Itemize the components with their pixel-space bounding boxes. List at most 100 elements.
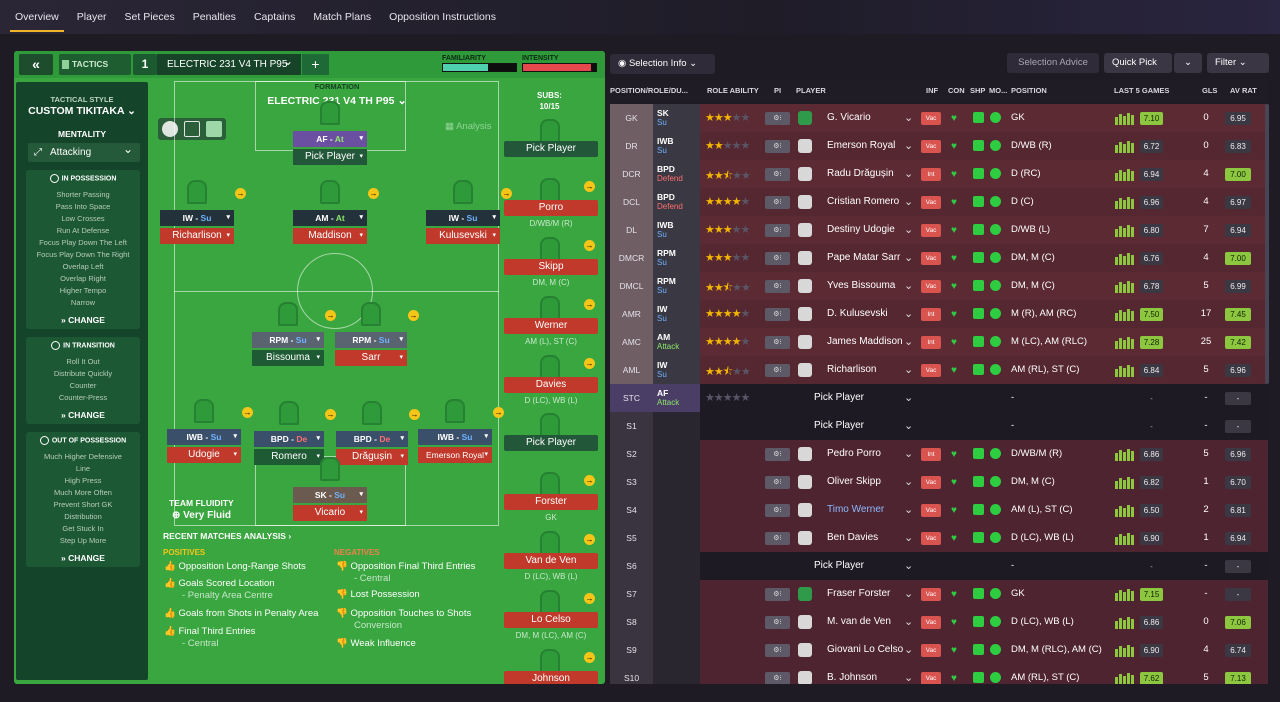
player-dropdown-icon[interactable]: ⌄ [904,420,914,432]
col-role-ability[interactable]: ROLE ABILITY [707,86,759,95]
move-arrow-icon[interactable]: → [584,652,595,663]
table-row[interactable]: GK SK Su ★★★★★ ⚙⁝ G. Vicario ⌄ Vac ♥ GK 7.10 0 6.95 [610,104,1268,132]
table-row[interactable]: DCR BPD Defend ★★⯪★★ ⚙⁝ Radu Drăgușin ⌄ Int ♥ D (… [610,160,1268,188]
sub-player-name[interactable]: Skipp [504,259,598,275]
table-row[interactable]: S10 ⚙⁝ B. Johnson ⌄ Vac ♥ AM (RL), ST (C) 7.62 5… [610,664,1268,684]
player-instructions-icon[interactable]: ⚙⁝ [765,588,790,601]
table-row[interactable]: S2 ⚙⁝ Pedro Porro ⌄ Int ♥ D/WB/M (R) 6.86 5 6.96 [610,440,1268,468]
player-dropdown-icon[interactable]: ⌄ [904,308,914,320]
change-out-of-possession-button[interactable]: » CHANGE [61,553,105,563]
player-dropdown-icon[interactable]: ⌄ [904,252,914,264]
table-row[interactable]: AML IW Su ★★⯪★★ ⚙⁝ Richarlison ⌄ Vac ♥ AM (RL), S… [610,356,1268,384]
sub-player-name[interactable]: Werner [504,318,598,334]
recent-matches-analysis-title[interactable]: RECENT MATCHES ANALYSIS › [163,531,292,541]
move-arrow-icon[interactable]: → [584,534,595,545]
pitch-player-name[interactable]: Maddison ▾ [293,228,367,244]
pitch-player-name[interactable]: Udogie ▾ [167,447,241,463]
role-duty-cell[interactable]: IW Su [653,356,700,384]
move-arrow-icon[interactable]: → [584,475,595,486]
col-gls[interactable]: GLS [1202,86,1218,95]
player-name[interactable]: Giovani Lo Celso [827,644,904,655]
tactic-name-dropdown[interactable]: ELECTRIC 231 V4 TH P95 [157,51,301,75]
player-name[interactable]: Oliver Skipp [827,476,881,487]
sub-player-name[interactable]: Davies [504,377,598,393]
player-name[interactable]: Pedro Porro [827,448,881,459]
player-instructions-icon[interactable]: ⚙⁝ [765,448,790,461]
pitch-player-name[interactable]: Bissouma ▾ [252,350,324,366]
player-dropdown-icon[interactable]: ⌄ [904,168,914,180]
player-name[interactable]: James Maddison [827,336,903,347]
role-duty-selector[interactable]: IW - Su ▾ [160,210,234,226]
pitch-player-name[interactable]: Pick Player ▾ [293,149,367,165]
player-name[interactable]: Yves Bissouma [827,280,896,291]
player-name[interactable]: Pick Player [814,560,865,571]
quick-pick-dropdown-icon[interactable]: ⌄ [1174,53,1202,73]
player-instructions-icon[interactable]: ⚙⁝ [765,672,790,684]
role-duty-selector[interactable]: RPM - Su ▾ [335,332,407,348]
move-arrow-icon[interactable]: → [325,310,336,321]
player-dropdown-icon[interactable]: ⌄ [904,672,914,684]
move-arrow-icon[interactable]: → [584,299,595,310]
move-arrow-icon[interactable]: → [501,188,512,199]
player-instructions-icon[interactable]: ⚙⁝ [765,476,790,489]
analysis-button[interactable]: Analysis [445,121,491,132]
move-arrow-icon[interactable]: → [325,409,336,420]
table-row[interactable]: STC AF Attack ★★★★★ Pick Player ⌄ - - - - [610,384,1268,412]
role-duty-selector[interactable]: SK - Su ▾ [293,487,367,503]
role-duty-cell[interactable]: RPM Su [653,244,700,272]
player-instructions-icon[interactable]: ⚙⁝ [765,224,790,237]
player-name[interactable]: Pick Player [814,420,865,431]
player-dropdown-icon[interactable]: ⌄ [904,336,914,348]
filter-dropdown[interactable]: Filter ⌄ [1207,53,1269,73]
table-row[interactable]: DMCR RPM Su ★★★★★ ⚙⁝ Pape Matar Sarr ⌄ Vac ♥ DM, … [610,244,1268,272]
pitch-player-name[interactable]: Drăgușin ▾ [336,449,408,465]
tactical-style-value[interactable]: CUSTOM TIKITAKA ⌄ [28,105,136,117]
change-in-transition-button[interactable]: » CHANGE [61,410,105,420]
stats-view-icon[interactable] [184,121,200,137]
col-position-role-duty[interactable]: POSITION/ROLE/DU... [610,86,688,95]
player-instructions-icon[interactable]: ⚙⁝ [765,112,790,125]
player-name[interactable]: M. van de Ven [827,616,891,627]
player-dropdown-icon[interactable]: ⌄ [904,112,914,124]
pitch-player-name[interactable]: Sarr ▾ [335,350,407,366]
table-row[interactable]: S3 ⚙⁝ Oliver Skipp ⌄ Vac ♥ DM, M (C) 6.82 1 6.70 [610,468,1268,496]
player-dropdown-icon[interactable]: ⌄ [904,392,914,404]
tab-overview[interactable]: Overview [6,0,68,34]
table-row[interactable]: AMR IW Su ★★★★★ ⚙⁝ D. Kulusevski ⌄ Int ♥ M (R), A… [610,300,1268,328]
move-arrow-icon[interactable]: → [493,407,504,418]
player-name[interactable]: Pick Player [814,392,865,403]
table-row[interactable]: S8 ⚙⁝ M. van de Ven ⌄ Vac ♥ D (LC), WB (L) 6.86… [610,608,1268,636]
player-name[interactable]: Cristian Romero [827,196,900,207]
player-name[interactable]: Richarlison [827,364,877,375]
col-av-rat[interactable]: AV RAT [1230,86,1257,95]
col-player[interactable]: PLAYER [796,86,826,95]
role-duty-cell[interactable]: AM Attack [653,328,700,356]
player-dropdown-icon[interactable]: ⌄ [904,224,914,236]
role-duty-cell[interactable]: BPD Defend [653,160,700,188]
player-name[interactable]: B. Johnson [827,672,878,683]
col-mor[interactable]: MO... [989,86,1008,95]
move-arrow-icon[interactable]: → [409,409,420,420]
tab-captains[interactable]: Captains [253,11,296,23]
sub-player-name[interactable]: Porro [504,200,598,216]
col-position[interactable]: POSITION [1011,86,1047,95]
player-dropdown-icon[interactable]: ⌄ [904,280,914,292]
role-duty-cell[interactable]: IWB Su [653,132,700,160]
player-name[interactable]: Destiny Udogie [827,224,895,235]
table-row[interactable]: S9 ⚙⁝ Giovani Lo Celso ⌄ Vac ♥ DM, M (RLC), AM… [610,636,1268,664]
col-last-5-games[interactable]: LAST 5 GAMES [1114,86,1170,95]
pitch-player-name[interactable]: Vicario ▾ [293,505,367,521]
move-arrow-icon[interactable]: → [408,310,419,321]
col-inf[interactable]: INF [926,86,939,95]
tactic-slot-number[interactable]: 1 [133,54,157,75]
sub-player-name[interactable]: Pick Player [504,141,598,157]
player-dropdown-icon[interactable]: ⌄ [904,532,914,544]
player-instructions-icon[interactable]: ⚙⁝ [765,364,790,377]
col-shp[interactable]: SHP [970,86,986,95]
player-instructions-icon[interactable]: ⚙⁝ [765,280,790,293]
instructions-view-icon[interactable] [206,121,222,137]
pitch-player-name[interactable]: Romero ▾ [254,449,324,465]
player-name[interactable]: Radu Drăgușin [827,168,894,179]
role-duty-selector[interactable]: BPD - De ▾ [254,431,324,447]
move-arrow-icon[interactable]: → [584,240,595,251]
